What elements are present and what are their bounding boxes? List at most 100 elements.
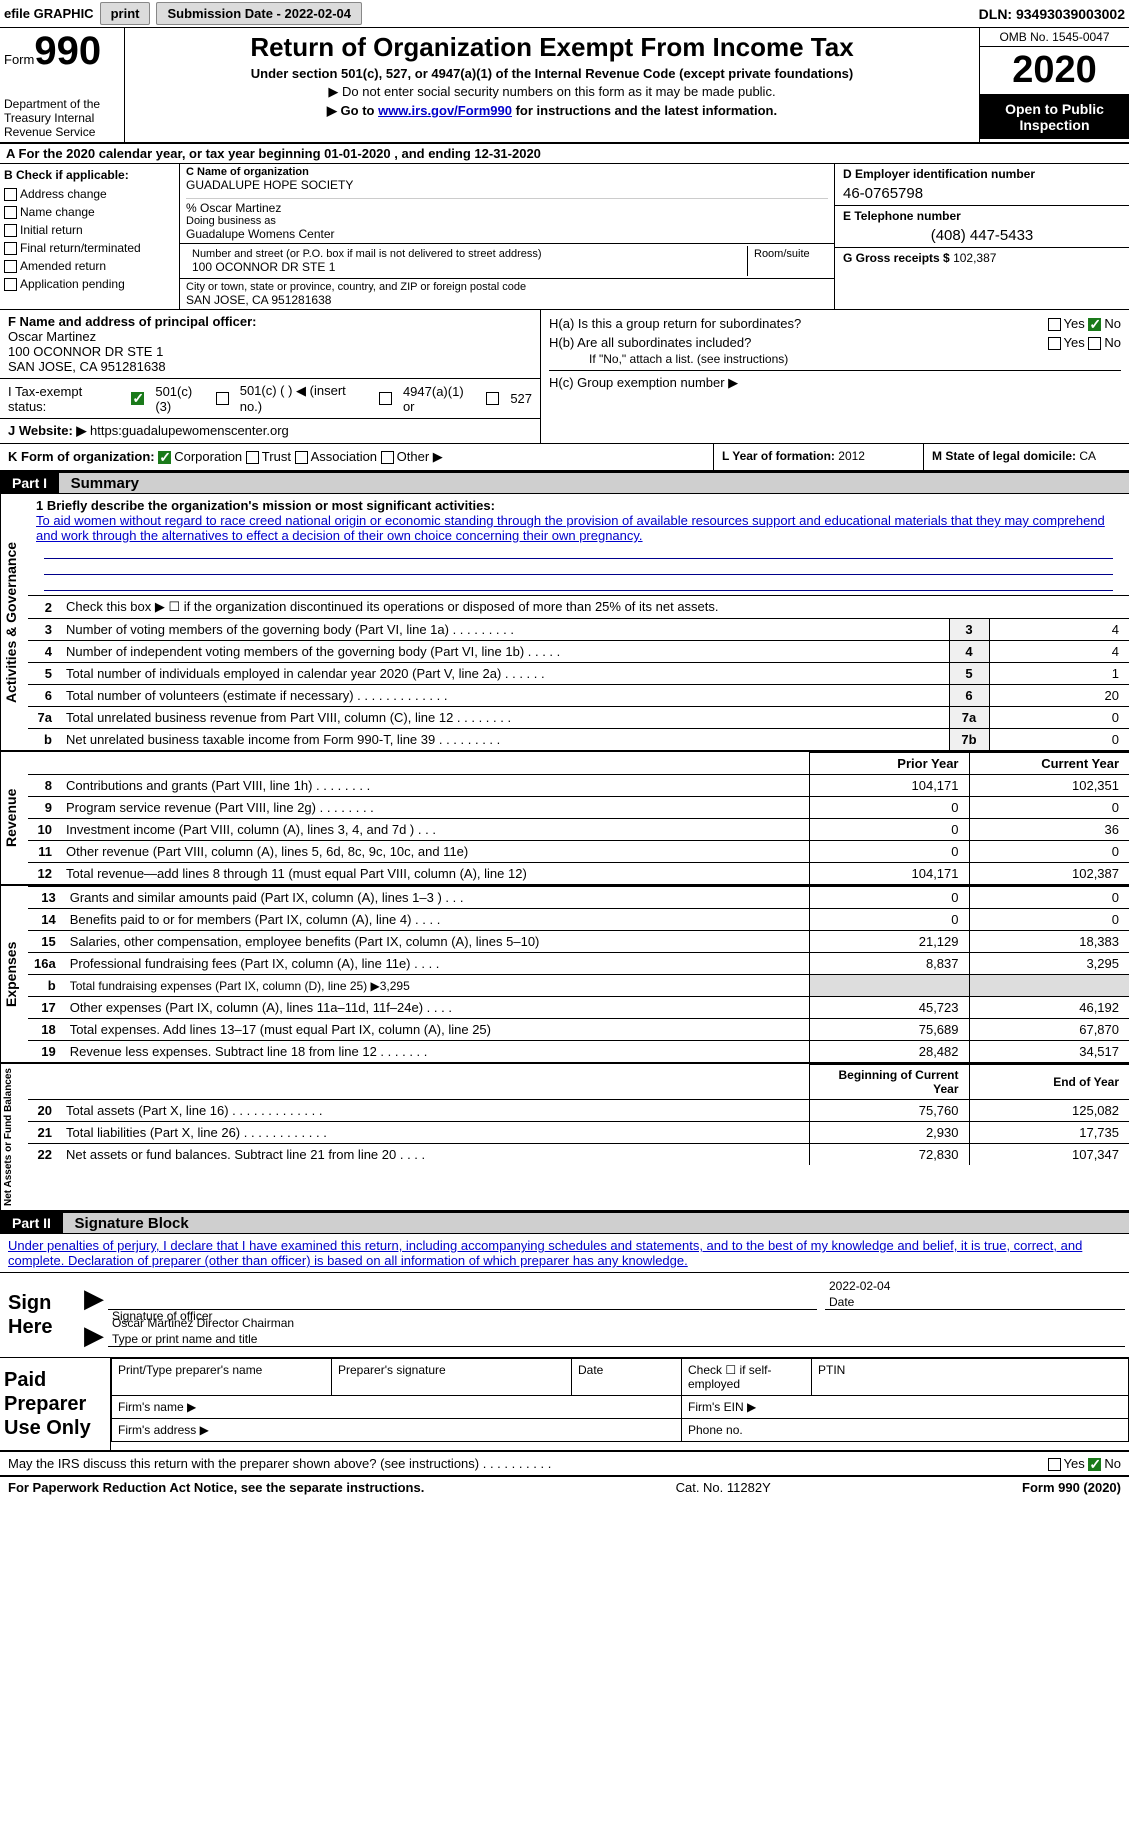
cb-4947[interactable] [379, 392, 392, 405]
table-row: 20Total assets (Part X, line 16) . . . .… [28, 1100, 1129, 1122]
cb-initial-return[interactable]: Initial return [4, 221, 175, 239]
prep-ptin-cell[interactable]: PTIN [812, 1359, 1129, 1396]
preparer-label: Paid Preparer Use Only [0, 1358, 110, 1450]
sidebar-ag: Activities & Governance [0, 494, 28, 750]
sig-officer-field[interactable]: Signature of officer [108, 1279, 817, 1310]
pct-name: % Oscar Martinez [186, 201, 828, 215]
submission-date-button[interactable]: Submission Date - 2022-02-04 [156, 2, 362, 25]
signature-block: Under penalties of perjury, I declare th… [0, 1234, 1129, 1477]
firm-ein-cell[interactable]: Firm's EIN ▶ [682, 1396, 1129, 1419]
phone-value: (408) 447-5433 [843, 227, 1121, 244]
top-bar: efile GRAPHIC print Submission Date - 20… [0, 0, 1129, 28]
sig-name-field[interactable]: Oscar Martinez Director Chairman Type or… [108, 1314, 1125, 1347]
m-state: M State of legal domicile: CA [924, 444, 1129, 470]
sidebar-exp: Expenses [0, 886, 28, 1062]
ein-label: D Employer identification number [843, 167, 1121, 181]
cb-corp[interactable] [158, 451, 171, 464]
cb-final-return[interactable]: Final return/terminated [4, 239, 175, 257]
header-left: Form990 Department of the Treasury Inter… [0, 28, 125, 142]
dba-value: Guadalupe Womens Center [186, 227, 828, 241]
cb-527[interactable] [486, 392, 499, 405]
cb-amended[interactable]: Amended return [4, 257, 175, 275]
sig-date-field: 2022-02-04 Date [825, 1277, 1125, 1310]
prep-date-cell[interactable]: Date [572, 1359, 682, 1396]
j-website: J Website: ▶ https:guadalupewomenscenter… [0, 419, 540, 443]
ha-no[interactable] [1088, 318, 1101, 331]
org-name-label: C Name of organization [186, 166, 828, 178]
arrow-icon: ▶ [84, 1283, 104, 1314]
table-row: bNet unrelated business taxable income f… [28, 729, 1129, 751]
prep-selfemp-cell[interactable]: Check ☐ if self-employed [682, 1359, 812, 1396]
table-row: 13Grants and similar amounts paid (Part … [28, 887, 1129, 909]
phone-label: E Telephone number [843, 209, 1121, 223]
irs-link[interactable]: www.irs.gov/Form990 [378, 103, 512, 118]
cb-assoc[interactable] [295, 451, 308, 464]
sidebar-rev: Revenue [0, 752, 28, 884]
net-assets-block: Net Assets or Fund Balances Beginning of… [0, 1062, 1129, 1212]
preparer-block: Paid Preparer Use Only Print/Type prepar… [0, 1358, 1129, 1452]
activities-governance: Activities & Governance 1 Briefly descri… [0, 494, 1129, 750]
table-row: 12Total revenue—add lines 8 through 11 (… [28, 863, 1129, 885]
sig-declare: Under penalties of perjury, I declare th… [0, 1234, 1129, 1273]
ha-yes[interactable] [1048, 318, 1061, 331]
room-label: Room/suite [754, 248, 822, 260]
cb-app-pending[interactable]: Application pending [4, 275, 175, 293]
table-row: 11Other revenue (Part VIII, column (A), … [28, 841, 1129, 863]
revenue-table: Prior YearCurrent Year 8Contributions an… [28, 752, 1129, 884]
discuss-no[interactable] [1088, 1458, 1101, 1471]
part1-header: Part I [0, 473, 59, 493]
dba-label: Doing business as [186, 215, 828, 227]
cb-other[interactable] [381, 451, 394, 464]
gross-label: G Gross receipts $ [843, 251, 950, 265]
sign-here: Sign Here ▶ Signature of officer 2022-02… [0, 1273, 1129, 1358]
gov-table: 2Check this box ▶ ☐ if the organization … [28, 595, 1129, 750]
hb-yes[interactable] [1048, 337, 1061, 350]
city-label: City or town, state or province, country… [186, 281, 828, 293]
expenses-table: 13Grants and similar amounts paid (Part … [28, 886, 1129, 1062]
sign-here-label: Sign Here [0, 1273, 80, 1357]
table-row: 10Investment income (Part VIII, column (… [28, 819, 1129, 841]
cb-501c3[interactable] [131, 392, 144, 405]
cb-address-change[interactable]: Address change [4, 185, 175, 203]
cb-501c[interactable] [216, 392, 229, 405]
discuss-yes[interactable] [1048, 1458, 1061, 1471]
l-year: L Year of formation: 2012 [714, 444, 924, 470]
net-assets-table: Beginning of Current YearEnd of Year 20T… [28, 1064, 1129, 1165]
col-b-header: B Check if applicable: [4, 168, 175, 182]
efile-label: efile GRAPHIC [4, 6, 94, 21]
sidebar-nafb: Net Assets or Fund Balances [0, 1064, 28, 1210]
table-row: 22Net assets or fund balances. Subtract … [28, 1144, 1129, 1166]
table-row: 8Contributions and grants (Part VIII, li… [28, 775, 1129, 797]
klm-row: K Form of organization: Corporation Trus… [0, 444, 1129, 472]
table-row: 16aProfessional fundraising fees (Part I… [28, 953, 1129, 975]
firm-name-cell[interactable]: Firm's name ▶ [112, 1396, 682, 1419]
org-name: GUADALUPE HOPE SOCIETY [186, 178, 828, 192]
fhij-block: F Name and address of principal officer:… [0, 310, 1129, 444]
cb-name-change[interactable]: Name change [4, 203, 175, 221]
cb-trust[interactable] [246, 451, 259, 464]
firm-phone-cell[interactable]: Phone no. [682, 1419, 1129, 1442]
table-row: 19Revenue less expenses. Subtract line 1… [28, 1041, 1129, 1063]
dln-value: DLN: 93493039003002 [979, 6, 1125, 22]
table-row: 9Program service revenue (Part VIII, lin… [28, 797, 1129, 819]
prep-sig-cell[interactable]: Preparer's signature [332, 1359, 572, 1396]
h-group: H(a) Is this a group return for subordin… [540, 310, 1129, 443]
revenue-block: Revenue Prior YearCurrent Year 8Contribu… [0, 750, 1129, 884]
line-a: A For the 2020 calendar year, or tax yea… [0, 144, 1129, 164]
table-row: 4Number of independent voting members of… [28, 641, 1129, 663]
open-public-badge: Open to Public Inspection [980, 95, 1129, 139]
part1-bar: Part I Summary [0, 472, 1129, 494]
hb-no[interactable] [1088, 337, 1101, 350]
omb-number: OMB No. 1545-0047 [980, 28, 1129, 47]
print-button[interactable]: print [100, 2, 151, 25]
part1-title: Summary [63, 475, 139, 492]
table-row: 21Total liabilities (Part X, line 26) . … [28, 1122, 1129, 1144]
footer-left: For Paperwork Reduction Act Notice, see … [8, 1480, 424, 1495]
ein-value: 46-0765798 [843, 185, 1121, 202]
note-ssn: ▶ Do not enter social security numbers o… [131, 84, 973, 100]
firm-addr-cell[interactable]: Firm's address ▶ [112, 1419, 682, 1442]
table-row: 6Total number of volunteers (estimate if… [28, 685, 1129, 707]
prep-name-cell[interactable]: Print/Type preparer's name [112, 1359, 332, 1396]
form-label: Form [4, 52, 34, 67]
i-tax-status: I Tax-exempt status: 501(c)(3) 501(c) ( … [0, 379, 540, 419]
